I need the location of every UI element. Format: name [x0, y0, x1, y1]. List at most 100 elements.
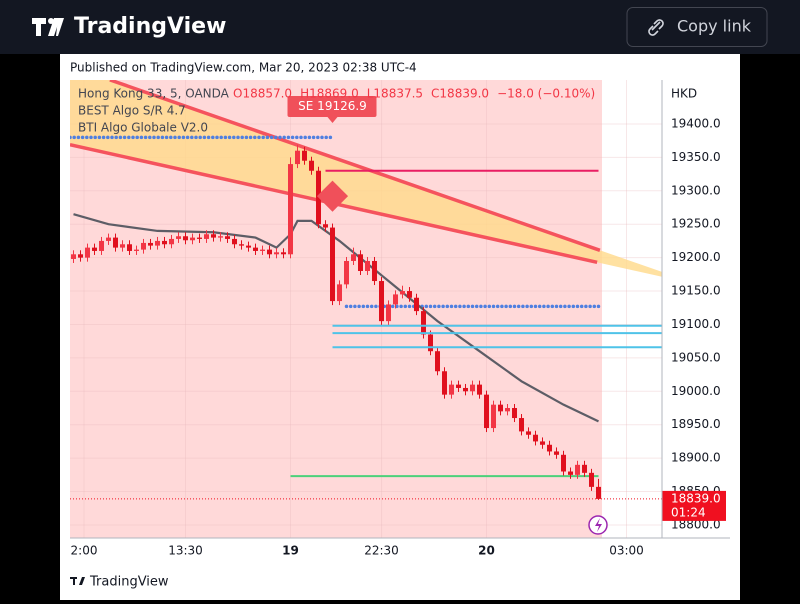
indicator-name: BTI Algo Globale V2.0	[78, 121, 208, 135]
candle-body	[141, 242, 147, 250]
candle-body	[176, 236, 182, 239]
symbol: Hong Kong 33, 5, OANDA	[78, 87, 230, 101]
candle-body	[246, 245, 252, 248]
y-tick-label: 19150.0	[671, 284, 721, 298]
trend-fill	[70, 80, 662, 277]
candle-body	[435, 351, 441, 372]
last-price-tag	[662, 490, 726, 521]
candle-body	[596, 486, 602, 499]
candle-body	[344, 260, 350, 285]
candle-body	[190, 237, 196, 241]
copy-link-button[interactable]: Copy link	[626, 7, 768, 47]
moving-average	[73, 213, 599, 423]
candle-body	[533, 434, 539, 442]
candle-body	[512, 408, 518, 419]
currency: HKD	[671, 87, 697, 101]
candle-body	[386, 304, 392, 322]
candle-body	[232, 238, 238, 245]
candle-body	[218, 236, 224, 238]
candle-body	[281, 252, 287, 255]
x-tick-label: 03:00	[609, 544, 644, 558]
candle-body	[204, 234, 210, 239]
candle-body	[575, 464, 581, 475]
x-tick-label: 2:00	[71, 544, 98, 558]
signal-label-box	[287, 96, 377, 117]
candle-body	[337, 284, 343, 302]
y-tick-label: 19400.0	[671, 116, 721, 130]
candle-body	[309, 160, 315, 171]
y-tick-label: 18900.0	[671, 451, 721, 465]
candle-body	[372, 260, 378, 282]
button-frame[interactable]	[626, 7, 768, 47]
candle-body	[92, 247, 98, 251]
candle-body	[561, 454, 567, 472]
candle-body	[393, 294, 399, 305]
candle-body	[456, 384, 462, 388]
candle-body	[554, 451, 560, 455]
signal-label-pointer	[327, 117, 338, 123]
legend-value: C18839.0	[431, 87, 489, 101]
candle-body	[351, 254, 357, 261]
candle-body	[547, 444, 553, 452]
candle-body	[162, 240, 168, 245]
link-icon	[648, 19, 664, 36]
candle-body	[211, 234, 217, 238]
last-price-label: 18839.0	[671, 491, 721, 505]
candle-body	[428, 334, 434, 352]
candle-body	[155, 240, 161, 246]
logo	[32, 18, 64, 36]
candle-body	[253, 247, 259, 251]
candle-body	[78, 254, 84, 258]
candle-body	[358, 254, 364, 272]
candle-body	[491, 404, 497, 429]
candle-body	[568, 471, 574, 475]
candle-body	[407, 291, 413, 298]
legend-value: O18857.0	[233, 87, 292, 101]
candle-body	[519, 418, 525, 432]
icon-bolt	[595, 518, 602, 532]
candle-body	[589, 472, 595, 487]
candle-body	[127, 244, 133, 251]
trendline	[109, 80, 601, 252]
legend-value: H18869.0	[300, 87, 359, 101]
y-tick-label: 19100.0	[671, 317, 721, 331]
candle-body	[169, 238, 175, 245]
candle-body	[449, 384, 455, 395]
candle-body	[323, 224, 329, 228]
footer-brand: TradingView	[89, 575, 169, 590]
candle-body	[288, 164, 294, 255]
candle-body	[421, 311, 427, 335]
candle-body	[470, 384, 476, 392]
candle-body	[274, 252, 280, 255]
candle-body	[260, 249, 266, 251]
x-tick-label: 19	[282, 544, 299, 558]
y-tick-label: 19350.0	[671, 150, 721, 164]
candle-body	[540, 441, 546, 445]
candle-body	[498, 404, 504, 412]
candle-body	[582, 464, 588, 473]
candle-body	[302, 150, 308, 161]
published-note: Published on TradingView.com, Mar 20, 20…	[70, 61, 417, 75]
candle-body	[71, 254, 77, 259]
lightning-icon	[588, 515, 608, 535]
candle-body	[414, 297, 420, 312]
candle-body	[183, 236, 189, 241]
overlay: 18800.018850.018900.018950.019000.019050…	[71, 87, 726, 558]
candle-body	[134, 249, 140, 251]
y-tick-label: 19050.0	[671, 350, 721, 364]
candle-body	[463, 387, 469, 392]
candle-body	[106, 237, 112, 241]
candle-body	[267, 249, 273, 255]
footer-logo	[70, 577, 85, 585]
candle-body	[477, 384, 483, 395]
candle-body	[99, 240, 105, 251]
candle-body	[239, 244, 245, 246]
logo-icon	[56, 18, 64, 36]
y-tick-label: 19300.0	[671, 183, 721, 197]
y-tick-label: 18800.0	[671, 517, 721, 531]
button-label[interactable]: Copy link	[677, 17, 752, 36]
candle-body	[120, 244, 126, 248]
candle-body	[148, 242, 154, 246]
candle-body	[113, 237, 119, 248]
